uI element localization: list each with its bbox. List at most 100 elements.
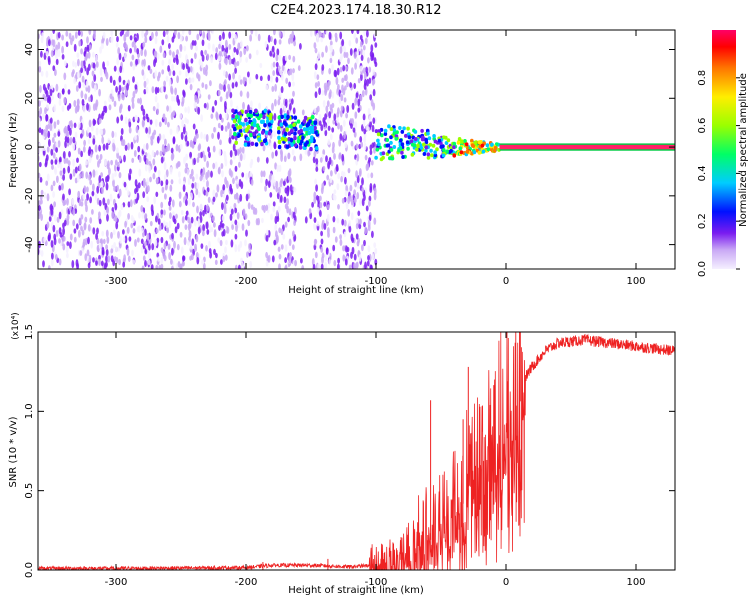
noise-cell <box>324 113 327 120</box>
noise-cell <box>63 96 67 105</box>
noise-cell <box>114 246 118 253</box>
noise-cell <box>355 170 358 178</box>
noise-cell <box>234 67 238 74</box>
noise-cell <box>54 68 57 77</box>
noise-cell <box>294 259 297 267</box>
noise-cell <box>213 222 216 228</box>
noise-cell <box>289 103 292 111</box>
noise-cell <box>269 50 273 57</box>
noise-cell <box>155 191 159 198</box>
noise-cell <box>279 180 283 188</box>
noise-cell <box>53 166 57 174</box>
noise-cell <box>167 65 171 72</box>
noise-cell <box>58 185 62 191</box>
signal-cell <box>252 131 256 137</box>
noise-cell <box>316 220 320 227</box>
noise-cell <box>335 76 339 86</box>
noise-cell <box>136 48 140 55</box>
noise-cell <box>144 36 148 44</box>
noise-cell <box>363 136 367 143</box>
noise-cell <box>124 144 128 151</box>
noise-cell <box>243 47 247 56</box>
noise-cell <box>40 96 44 103</box>
noise-cell <box>80 214 84 220</box>
noise-cell <box>353 82 357 90</box>
signal-cell <box>270 119 274 124</box>
noise-cell <box>218 224 221 231</box>
noise-cell <box>118 84 122 93</box>
noise-cell <box>291 244 295 250</box>
x-tick-label: -300 <box>105 276 128 287</box>
noise-cell <box>54 49 58 57</box>
noise-cell <box>80 30 84 37</box>
noise-cell <box>212 215 215 222</box>
noise-cell <box>77 58 80 67</box>
noise-cell <box>200 151 203 159</box>
signal-cell <box>302 119 307 124</box>
noise-cell <box>152 105 156 112</box>
signal-cell <box>293 131 297 136</box>
signal-cell <box>277 139 282 145</box>
noise-cell <box>211 106 215 113</box>
x-tick-label: -100 <box>365 577 388 588</box>
noise-cell <box>196 182 200 190</box>
noise-cell <box>367 255 370 261</box>
noise-cell <box>220 162 224 170</box>
noise-cell <box>160 247 164 253</box>
noise-cell <box>292 211 296 219</box>
signal-cell <box>287 131 292 136</box>
signal-cell <box>309 138 314 143</box>
noise-cell <box>175 162 179 169</box>
noise-cell <box>292 230 295 238</box>
noise-cell <box>96 185 100 194</box>
signal-cell <box>448 150 452 154</box>
noise-cell <box>261 217 264 224</box>
signal-cell <box>392 145 397 149</box>
noise-cell <box>331 102 335 109</box>
x-tick-label: -200 <box>235 276 258 287</box>
noise-cell <box>160 156 164 164</box>
noise-cell <box>245 172 249 181</box>
noise-cell <box>99 153 103 160</box>
noise-cell <box>178 70 182 76</box>
noise-cell <box>324 254 328 262</box>
noise-cell <box>150 139 154 146</box>
noise-cell <box>273 38 277 46</box>
noise-cell <box>222 70 226 77</box>
signal-cell <box>231 135 235 140</box>
noise-cell <box>116 147 119 154</box>
noise-cell <box>124 116 128 125</box>
noise-cell <box>354 180 357 188</box>
noise-cell <box>189 151 193 158</box>
noise-cell <box>259 75 263 81</box>
noise-cell <box>257 217 260 226</box>
noise-cell <box>219 139 222 146</box>
x-tick-label: 100 <box>626 276 645 287</box>
noise-cell <box>86 67 89 76</box>
noise-cell <box>74 62 78 68</box>
noise-cell <box>187 105 191 114</box>
signal-cell <box>296 139 301 144</box>
noise-cell <box>360 54 364 62</box>
noise-cell <box>206 53 210 61</box>
snr-y-multiplier: (x10⁴) <box>11 312 21 339</box>
noise-cell <box>305 136 309 142</box>
noise-cell <box>348 264 352 269</box>
noise-cell <box>297 65 301 72</box>
x-tick-label: -200 <box>235 577 258 588</box>
noise-cell <box>172 137 176 145</box>
noise-cell <box>38 127 42 134</box>
noise-cell <box>196 72 199 79</box>
noise-cell <box>370 172 374 179</box>
noise-cell <box>312 263 316 269</box>
noise-cell <box>92 183 95 192</box>
noise-cell <box>370 160 374 166</box>
noise-cell <box>313 71 317 80</box>
noise-cell <box>364 78 367 86</box>
signal-cell <box>381 151 386 156</box>
noise-cell <box>39 107 43 115</box>
noise-cell <box>55 58 59 66</box>
noise-cell <box>51 136 55 144</box>
noise-cell <box>247 219 251 227</box>
noise-cell <box>279 30 282 39</box>
